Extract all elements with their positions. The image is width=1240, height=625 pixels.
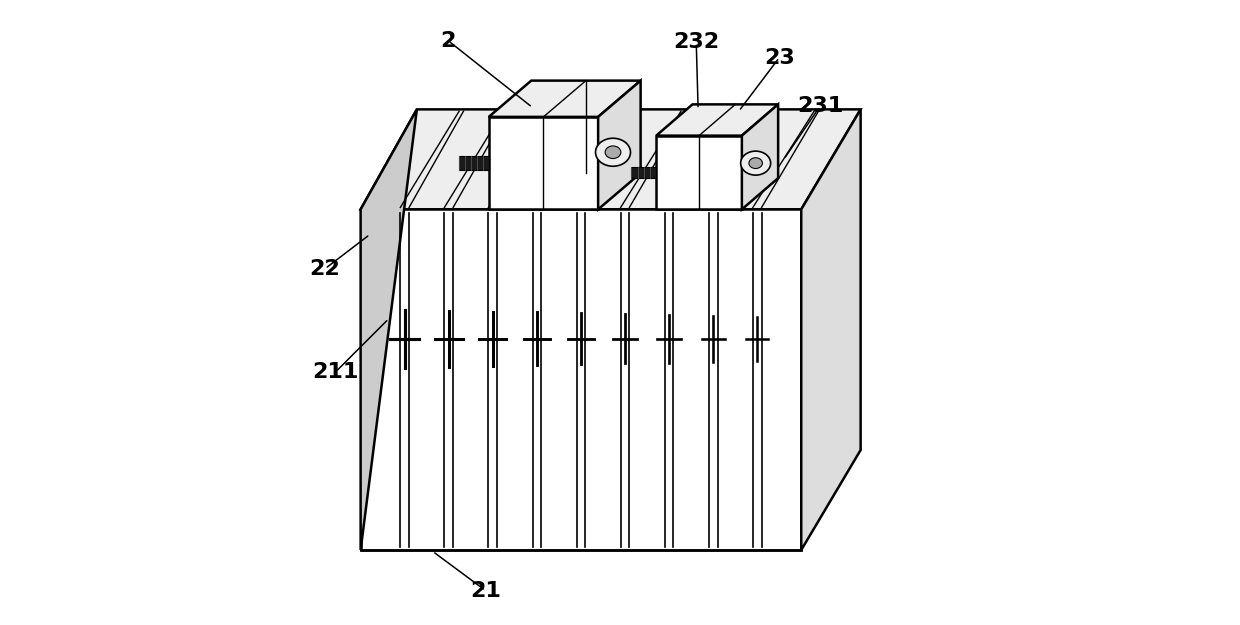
Polygon shape [656,136,742,209]
Bar [631,167,656,178]
Polygon shape [361,109,861,209]
Polygon shape [361,109,417,550]
Text: 2: 2 [440,31,456,51]
Polygon shape [742,104,779,209]
Ellipse shape [749,158,763,169]
Text: 23: 23 [764,48,795,68]
Polygon shape [656,104,779,136]
Text: 211: 211 [312,362,358,382]
Polygon shape [489,117,598,209]
Ellipse shape [595,138,630,166]
Text: 21: 21 [470,581,501,601]
Polygon shape [361,209,801,550]
Text: 232: 232 [673,32,719,52]
Polygon shape [598,81,641,209]
Bar [459,156,489,170]
Polygon shape [489,81,641,117]
Text: 231: 231 [797,96,843,116]
Text: 22: 22 [310,259,340,279]
Ellipse shape [605,146,621,159]
Ellipse shape [740,151,770,175]
Polygon shape [801,109,861,550]
